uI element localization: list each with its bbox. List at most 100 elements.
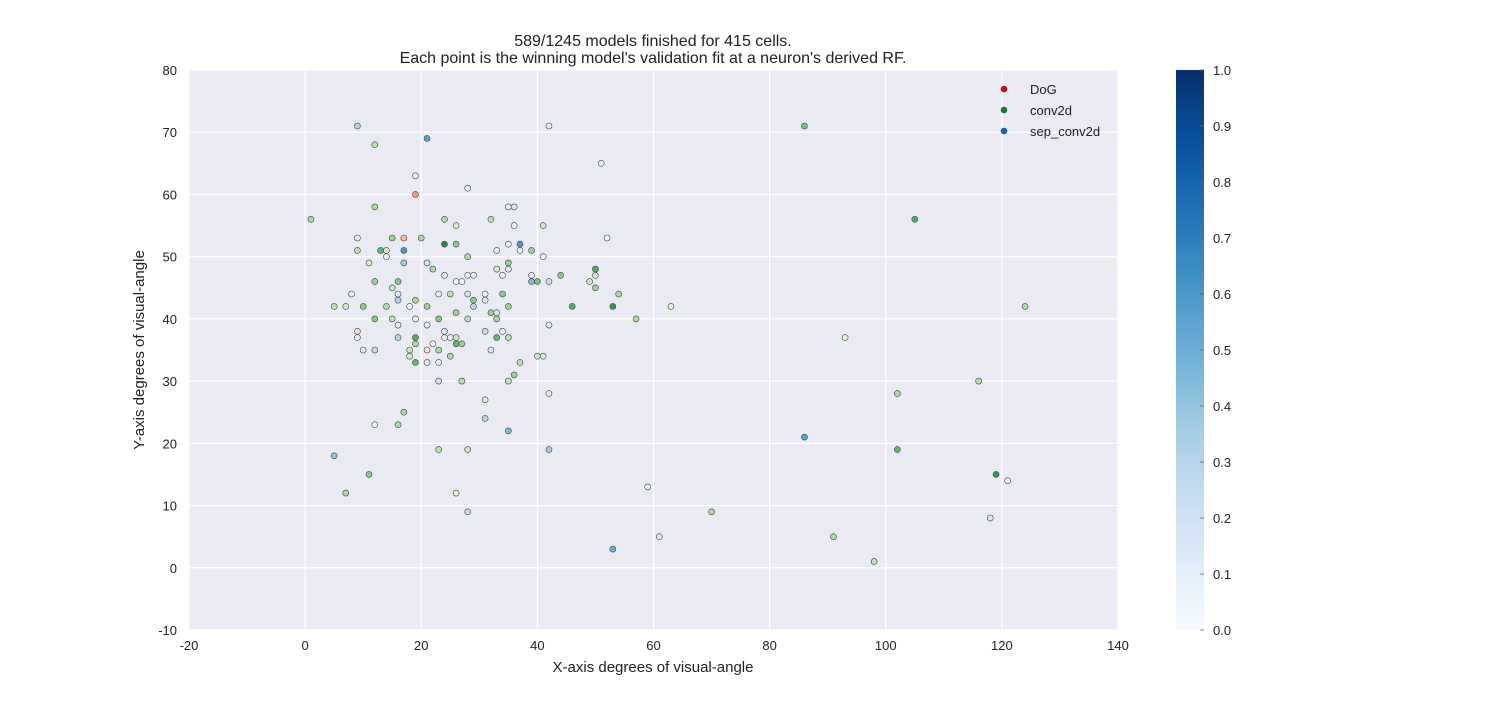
series-sep-conv2d — [330, 122, 994, 553]
data-point — [394, 296, 402, 304]
data-point — [830, 533, 837, 540]
data-point — [429, 340, 437, 348]
data-point — [481, 328, 489, 335]
data-point — [423, 321, 431, 329]
colorbar-tick-labels: 0.0 0.1 0.2 0.3 0.4 0.5 0.6 0.7 0.8 0.9 1.0 — [1200, 63, 1231, 638]
data-point — [394, 334, 402, 341]
x-tick-label: 140 — [1107, 638, 1129, 653]
data-point — [528, 278, 535, 285]
data-point — [388, 234, 396, 242]
data-point — [371, 346, 379, 354]
data-point — [452, 222, 460, 229]
data-point — [394, 290, 402, 298]
data-point — [441, 240, 448, 248]
data-point — [516, 359, 524, 366]
data-point — [801, 433, 808, 441]
data-point — [359, 303, 367, 310]
data-point — [441, 272, 448, 279]
legend-label: DoG — [1030, 82, 1057, 97]
data-point — [452, 340, 460, 348]
x-tick-label: 40 — [530, 638, 544, 653]
colorbar-tick-label: 0.3 — [1213, 455, 1231, 470]
data-point — [354, 122, 361, 130]
data-point — [510, 203, 518, 211]
data-point — [423, 359, 431, 366]
y-tick-label: 80 — [163, 63, 177, 78]
data-point — [412, 334, 419, 341]
x-axis-label: X-axis degrees of visual-angle — [553, 659, 754, 676]
data-point — [470, 296, 477, 304]
data-point — [435, 346, 442, 354]
data-point — [493, 315, 501, 323]
data-point — [452, 334, 460, 341]
x-tick-label: 20 — [414, 638, 428, 653]
data-point — [586, 278, 593, 285]
data-point — [452, 489, 460, 497]
data-point — [493, 265, 501, 273]
chart-title: 589/1245 models finished for 415 cells. — [514, 33, 792, 50]
data-point — [388, 315, 396, 323]
data-point — [342, 303, 350, 310]
data-point — [986, 514, 994, 522]
data-point — [493, 309, 501, 316]
data-point — [592, 265, 599, 273]
y-tick-label: -10 — [158, 623, 177, 638]
data-point — [458, 278, 466, 285]
data-point — [412, 315, 419, 323]
data-point — [801, 122, 808, 130]
data-point — [435, 446, 442, 453]
data-point — [400, 234, 408, 242]
data-point — [354, 328, 361, 335]
data-point — [528, 247, 535, 254]
data-point — [487, 346, 495, 354]
data-point — [464, 184, 472, 192]
data-point — [493, 334, 501, 341]
data-point — [435, 290, 442, 298]
data-point — [458, 377, 466, 385]
x-tick-labels: -20 0 20 40 60 80 100 120 140 — [180, 638, 1129, 653]
colorbar-tick-label: 0.8 — [1213, 175, 1231, 190]
data-point — [545, 446, 553, 453]
data-point — [458, 340, 466, 348]
data-point — [359, 346, 367, 354]
data-point — [870, 558, 878, 565]
data-point — [383, 303, 390, 310]
data-point — [545, 321, 553, 329]
data-point — [499, 290, 506, 298]
y-tick-label: 10 — [163, 499, 177, 514]
colorbar-tick-label: 0.6 — [1213, 287, 1231, 302]
data-point — [505, 303, 512, 310]
data-point — [441, 328, 448, 335]
data-point — [609, 545, 617, 553]
legend-marker — [1000, 127, 1008, 135]
data-point — [487, 216, 495, 223]
data-point — [394, 421, 402, 428]
legend-marker — [1000, 85, 1008, 93]
series-conv2d — [307, 122, 1029, 565]
legend-label: conv2d — [1030, 103, 1072, 118]
data-point — [1004, 477, 1011, 484]
x-tick-label: 0 — [302, 638, 309, 653]
data-point — [464, 508, 472, 516]
data-point — [423, 259, 431, 267]
data-point — [894, 390, 901, 397]
data-point — [545, 122, 553, 130]
colorbar — [1176, 70, 1204, 630]
y-tick-labels: -10 0 10 20 30 40 50 60 70 80 — [158, 63, 177, 638]
data-point — [510, 222, 518, 229]
data-point — [371, 203, 379, 211]
colorbar-tick-label: 0.5 — [1213, 343, 1231, 358]
data-point — [505, 265, 512, 273]
data-point — [528, 272, 535, 279]
data-point — [539, 222, 547, 229]
data-point — [481, 296, 489, 304]
data-point — [481, 396, 489, 404]
colorbar-tick-label: 0.2 — [1213, 511, 1231, 526]
data-point — [406, 346, 413, 354]
legend: DoG conv2d sep_conv2d — [1000, 82, 1100, 139]
data-point — [377, 247, 384, 254]
data-point — [505, 240, 512, 248]
y-axis-label: Y-axis degrees of visual-angle — [131, 250, 148, 450]
data-point — [534, 352, 541, 360]
